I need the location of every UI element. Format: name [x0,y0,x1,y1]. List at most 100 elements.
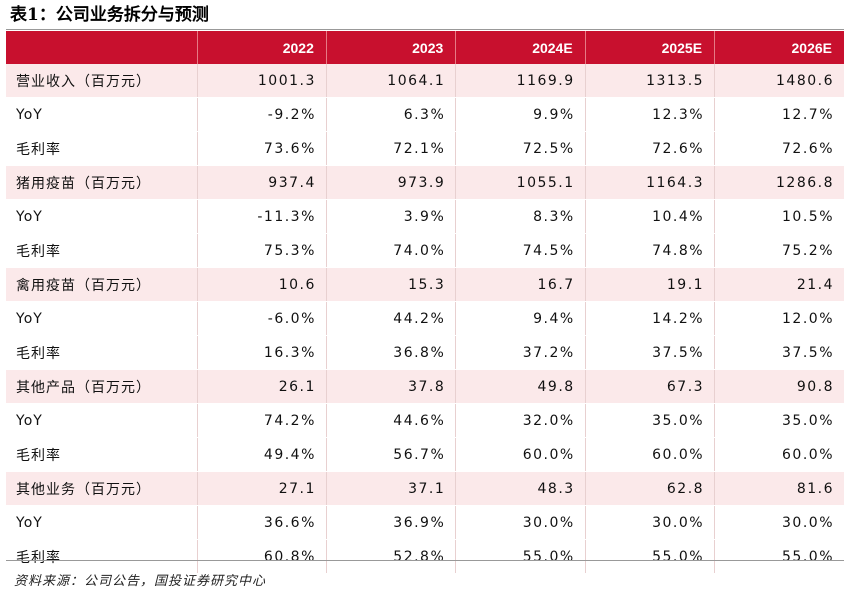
cell-value: 30.0% [714,505,844,540]
cell-value: 12.7% [714,97,844,132]
table-row: YoY 74.2% 44.6% 32.0% 35.0% 35.0% [6,403,844,438]
cell-value: 12.3% [584,97,715,132]
cell-value: -6.0% [196,301,327,336]
cell-value: 36.9% [325,505,456,540]
header-year: 2023 [326,31,457,64]
row-label: 毛利率 [6,131,197,166]
cell-value: 72.6% [584,131,715,166]
row-label: YoY [6,97,197,132]
cell-value: 36.8% [325,335,456,370]
table-row: 毛利率 75.3% 74.0% 74.5% 74.8% 75.2% [6,233,844,268]
cell-value: 44.2% [325,301,456,336]
cell-value: 74.0% [325,233,456,268]
header-corner [6,31,198,64]
table-row: YoY -6.0% 44.2% 9.4% 14.2% 12.0% [6,301,844,336]
cell-value: 1480.6 [714,64,844,98]
cell-value: 8.3% [455,199,586,234]
cell-value: 19.1 [584,267,715,302]
source-note: 资料来源：公司公告，国投证券研究中心 [14,574,267,589]
cell-value: 72.6% [714,131,844,166]
cell-value: 15.3 [325,267,456,302]
table-row: 其他产品（百万元） 26.1 37.8 49.8 67.3 90.8 [6,369,844,404]
cell-value: 1064.1 [325,64,456,98]
cell-value: -9.2% [196,97,327,132]
table-row: 其他业务（百万元） 27.1 37.1 48.3 62.8 81.6 [6,471,844,506]
row-label: YoY [6,301,197,336]
cell-value: 74.2% [196,403,327,438]
cell-value: 30.0% [455,505,586,540]
cell-value: 72.1% [325,131,456,166]
header-year: 2024E [455,31,586,64]
cell-value: 37.2% [455,335,586,370]
cell-value: 3.9% [325,199,456,234]
table-row: 毛利率 16.3% 36.8% 37.2% 37.5% 37.5% [6,335,844,370]
cell-value: 16.3% [196,335,327,370]
cell-value: 48.3 [455,471,586,506]
cell-value: 75.3% [196,233,327,268]
cell-value: 16.7 [455,267,586,302]
cell-value: 74.5% [455,233,586,268]
row-label: 毛利率 [6,437,197,472]
header-year: 2025E [585,31,716,64]
cell-value: 67.3 [584,369,715,404]
table-row: YoY -11.3% 3.9% 8.3% 10.4% 10.5% [6,199,844,234]
cell-value: 35.0% [584,403,715,438]
table-row: 猪用疫苗（百万元） 937.4 973.9 1055.1 1164.3 1286.8 [6,165,844,200]
cell-value: 35.0% [714,403,844,438]
cell-value: 1169.9 [455,64,586,98]
cell-value: 90.8 [714,369,844,404]
cell-value: 73.6% [196,131,327,166]
cell-value: 60.0% [714,437,844,472]
cell-value: 37.5% [714,335,844,370]
cell-value: 81.6 [714,471,844,506]
table-body: 营业收入（百万元） 1001.3 1064.1 1169.9 1313.5 1480.6 Y… [6,64,844,574]
cell-value: 52.8% [325,539,456,574]
table-row: 毛利率 73.6% 72.1% 72.5% 72.6% 72.6% [6,131,844,166]
bottom-rule [6,560,844,561]
cell-value: 72.5% [455,131,586,166]
header-row: 2022 2023 2024E 2025E 2026E [6,31,844,64]
header-year: 2022 [197,31,327,64]
cell-value: 60.0% [584,437,715,472]
row-label: 其他业务（百万元） [6,471,197,506]
cell-value: 55.0% [714,539,844,574]
cell-value: 14.2% [584,301,715,336]
cell-value: 55.0% [455,539,586,574]
cell-value: 1286.8 [714,165,844,200]
cell-value: 37.8 [325,369,456,404]
table-title: 表1：公司业务拆分与预测 [10,5,209,25]
table-row: 禽用疫苗（百万元） 10.6 15.3 16.7 19.1 21.4 [6,267,844,302]
row-label: 毛利率 [6,539,197,574]
cell-value: 10.6 [196,267,327,302]
cell-value: 75.2% [714,233,844,268]
cell-value: 60.0% [455,437,586,472]
cell-value: 44.6% [325,403,456,438]
cell-value: 49.8 [455,369,586,404]
cell-value: 62.8 [584,471,715,506]
header-year: 2026E [714,31,844,64]
row-label: 毛利率 [6,335,197,370]
table-row: YoY 36.6% 36.9% 30.0% 30.0% 30.0% [6,505,844,540]
table-row: 毛利率 49.4% 56.7% 60.0% 60.0% 60.0% [6,437,844,472]
row-label: 营业收入（百万元） [6,64,197,98]
cell-value: 10.5% [714,199,844,234]
top-rule [6,29,844,30]
cell-value: 27.1 [196,471,327,506]
cell-value: 937.4 [196,165,327,200]
cell-value: 12.0% [714,301,844,336]
cell-value: 30.0% [584,505,715,540]
cell-value: 10.4% [584,199,715,234]
cell-value: 1164.3 [584,165,715,200]
cell-value: 26.1 [196,369,327,404]
cell-value: 1001.3 [196,64,327,98]
cell-value: 973.9 [325,165,456,200]
row-label: YoY [6,403,197,438]
cell-value: -11.3% [196,199,327,234]
cell-value: 36.6% [196,505,327,540]
cell-value: 6.3% [325,97,456,132]
row-label: 猪用疫苗（百万元） [6,165,197,200]
cell-value: 37.5% [584,335,715,370]
row-label: 禽用疫苗（百万元） [6,267,197,302]
cell-value: 74.8% [584,233,715,268]
cell-value: 37.1 [325,471,456,506]
